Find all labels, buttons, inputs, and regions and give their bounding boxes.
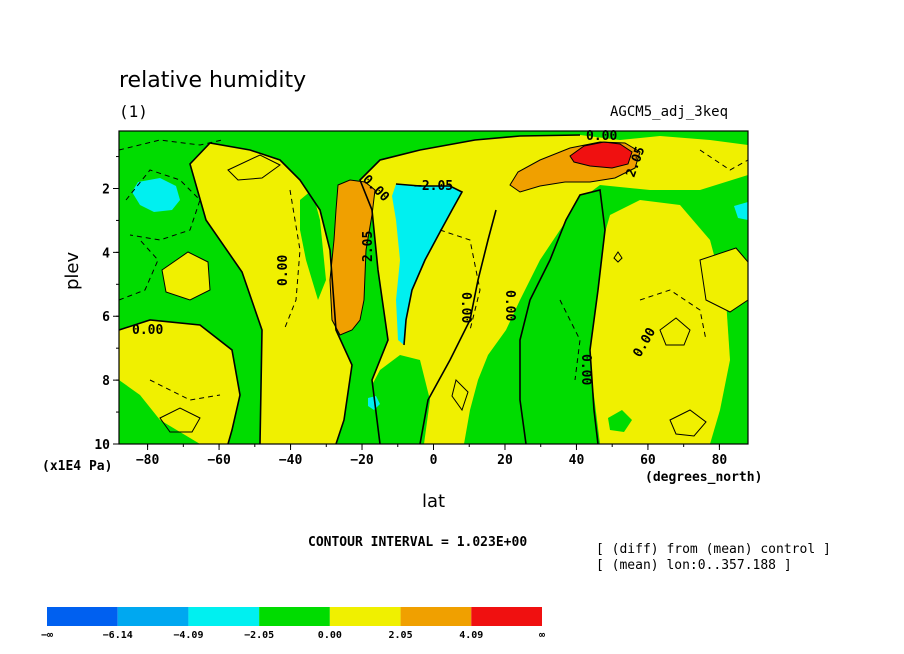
contour-line-zero-d	[519, 189, 606, 445]
green-region-east-column	[520, 190, 605, 444]
x-axis: −80 −60 −40 −20 0 20 40 60 80	[136, 444, 728, 468]
x-axis-label: lat	[422, 491, 446, 512]
colorbar: −∞ −6.14 −4.09 −2.05 0.00 2.05 4.09 ∞	[41, 607, 545, 641]
colorbar-swatch	[400, 607, 472, 626]
contour-line-zero-c	[419, 209, 497, 445]
cyan-region-east-edge	[734, 202, 748, 220]
x-tick-label: 20	[497, 453, 513, 468]
colorbar-level-label: −4.09	[173, 630, 203, 641]
y-tick-label: 10	[94, 438, 110, 453]
cyan-region-west	[132, 178, 180, 212]
x-tick-label: −80	[136, 453, 160, 468]
contour-line-diamond-a	[451, 379, 469, 412]
contour-line-west-patch	[161, 251, 211, 301]
colorbar-swatch	[117, 607, 189, 626]
contour-line-zero-e	[118, 319, 241, 445]
contour-interval-label: CONTOUR INTERVAL = 1.023E+00	[308, 535, 528, 550]
dashed-contour-g	[639, 289, 707, 341]
dashed-contours	[118, 139, 749, 401]
green-region-east-tip	[608, 410, 632, 432]
y-axis-label: plev	[62, 251, 83, 290]
contour-line-zero-a	[189, 142, 353, 445]
cyan-region-equator	[392, 184, 462, 345]
contour-line-positive-south	[329, 179, 376, 336]
contour-line-zero-b	[359, 134, 581, 445]
chart-subtitle: (1)	[119, 102, 148, 121]
y-tick-label: 8	[102, 374, 110, 389]
yellow-region-west-lower	[119, 320, 240, 444]
note-diff: [ (diff) from (mean) control ]	[596, 542, 831, 557]
yellow-region-east-patch	[700, 248, 748, 312]
colorbar-swatch	[471, 607, 542, 626]
x-axis-unit: (degrees_north)	[645, 470, 763, 485]
cyan-regions	[132, 178, 748, 410]
yellow-region-west-blob	[162, 252, 210, 300]
x-tick-label: 40	[569, 453, 585, 468]
contour-labels: 0.00−2.052.050.000.00 0.000.000.000.002.0…	[132, 129, 659, 385]
colorbar-level-label: 2.05	[389, 630, 413, 641]
note-mean: [ (mean) lon:0..357.188 ]	[596, 558, 792, 573]
yellow-region-east	[586, 200, 730, 444]
chart-title: relative humidity	[119, 68, 307, 93]
colorbar-level-label: −6.14	[103, 630, 133, 641]
y-tick-label: 6	[102, 310, 110, 325]
green-region-south-column	[300, 190, 326, 300]
x-tick-label: 60	[640, 453, 656, 468]
colorbar-swatch	[259, 607, 330, 626]
dashed-contour-h	[699, 149, 749, 171]
contour-line-loop-a	[659, 317, 691, 346]
dashed-contour-d	[283, 189, 301, 331]
contour-line-equator-edge	[395, 183, 464, 346]
x-tick-label: −40	[279, 453, 303, 468]
contour-label: 0.00	[276, 255, 291, 286]
x-tick-label: −20	[350, 453, 374, 468]
y-axis-unit: (x1E4 Pa)	[42, 459, 113, 474]
colorbar-level-label: ∞	[539, 630, 545, 641]
dashed-contour-e	[439, 229, 481, 331]
plot-area	[118, 130, 749, 445]
contour-label: 0.00	[578, 354, 593, 385]
contour-line-loop-c	[669, 409, 707, 437]
dashed-contour-c	[118, 239, 159, 301]
colorbar-level-label: 4.09	[459, 630, 483, 641]
colorbar-swatch	[329, 607, 401, 626]
contour-line-west-inner	[227, 154, 281, 181]
red-region-north	[570, 142, 632, 168]
model-label: AGCM5_adj_3keq	[610, 104, 729, 120]
contour-line-diamond-b	[613, 251, 623, 263]
y-tick-label: 2	[102, 182, 110, 197]
contour-label: 2.05	[361, 231, 376, 262]
colorbar-level-label: −2.05	[244, 630, 274, 641]
dashed-contour-a	[118, 139, 223, 151]
contour-lines	[118, 134, 749, 445]
contour-label: 0.00	[132, 323, 163, 338]
contour-label: 0.00	[458, 292, 473, 323]
contour-line-loop-b	[159, 407, 201, 433]
contour-line-inner-north	[569, 141, 633, 169]
dashed-contour-i	[149, 379, 221, 401]
x-tick-label: −60	[207, 453, 231, 468]
contour-line-positive-north	[509, 141, 641, 193]
contour-label: 0.00	[586, 129, 617, 144]
colorbar-swatch	[47, 607, 118, 626]
y-tick-label: 4	[102, 246, 110, 261]
y-axis: 2 4 6 8 10	[94, 156, 119, 453]
x-tick-label: 0	[430, 453, 438, 468]
colorbar-swatch	[188, 607, 260, 626]
cyan-region-small	[368, 396, 380, 410]
colorbar-level-label: 0.00	[318, 630, 342, 641]
contour-label: 0.00	[502, 290, 517, 321]
x-tick-label: 80	[712, 453, 728, 468]
colorbar-level-label: −∞	[41, 630, 53, 641]
contour-label: −2.05	[414, 179, 453, 194]
dashed-contour-b	[125, 169, 201, 241]
